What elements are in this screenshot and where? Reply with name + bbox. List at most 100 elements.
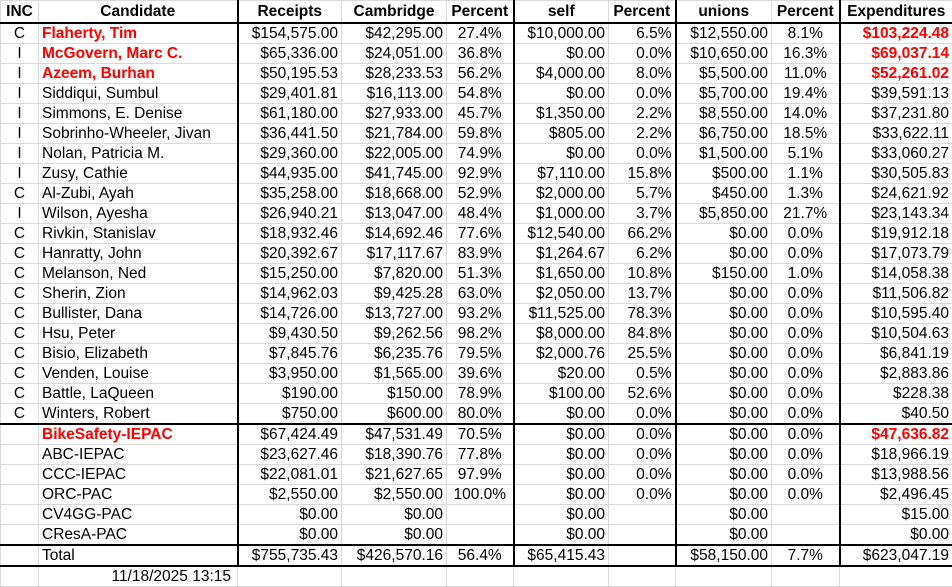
cell-receipts[interactable]: $44,935.00 bbox=[238, 164, 342, 184]
cell-pct-self[interactable]: 0.0% bbox=[609, 144, 676, 164]
cell-unions[interactable]: $500.00 bbox=[676, 164, 772, 184]
cell-pct-unions[interactable]: 1.0% bbox=[772, 264, 840, 284]
cell-self[interactable]: $1,350.00 bbox=[514, 104, 609, 124]
cell-pct-unions[interactable]: 0.0% bbox=[772, 244, 840, 264]
cell-receipts[interactable]: $61,180.00 bbox=[238, 104, 342, 124]
cell-pct-unions[interactable] bbox=[772, 525, 840, 546]
cell-cambridge[interactable]: $13,047.00 bbox=[342, 204, 447, 224]
cell-pct-cambridge[interactable]: 70.5% bbox=[447, 424, 514, 445]
cell-self[interactable]: $8,000.00 bbox=[514, 324, 609, 344]
cell-pct-self[interactable]: 0.0% bbox=[609, 84, 676, 104]
cell-pct-cambridge[interactable]: 78.9% bbox=[447, 384, 514, 404]
cell-unions[interactable]: $0.00 bbox=[676, 445, 772, 465]
cell-inc[interactable] bbox=[1, 545, 39, 566]
cell-pct-self[interactable]: 0.0% bbox=[609, 485, 676, 505]
header-receipts[interactable]: Receipts bbox=[238, 1, 342, 24]
cell-self[interactable]: $0.00 bbox=[514, 525, 609, 546]
cell-expenditures[interactable]: $10,595.40 bbox=[840, 304, 952, 324]
cell-expenditures[interactable]: $2,496.45 bbox=[840, 485, 952, 505]
cell-expenditures[interactable]: $0.00 bbox=[840, 525, 952, 546]
cell-expenditures[interactable]: $23,143.34 bbox=[840, 204, 952, 224]
empty-cell[interactable] bbox=[840, 566, 952, 587]
cell-cambridge[interactable]: $6,235.76 bbox=[342, 344, 447, 364]
cell-self[interactable]: $805.00 bbox=[514, 124, 609, 144]
cell-inc[interactable] bbox=[1, 525, 39, 546]
cell-self[interactable]: $0.00 bbox=[514, 505, 609, 525]
cell-pct-cambridge[interactable]: 93.2% bbox=[447, 304, 514, 324]
cell-receipts[interactable]: $15,250.00 bbox=[238, 264, 342, 284]
cell-pct-unions[interactable]: 0.0% bbox=[772, 384, 840, 404]
cell-inc[interactable] bbox=[1, 505, 39, 525]
cell-pct-self[interactable]: 10.8% bbox=[609, 264, 676, 284]
cell-pct-self[interactable]: 2.2% bbox=[609, 104, 676, 124]
cell-self[interactable]: $0.00 bbox=[514, 144, 609, 164]
cell-cambridge[interactable]: $14,692.46 bbox=[342, 224, 447, 244]
cell-name[interactable]: Bullister, Dana bbox=[39, 304, 238, 324]
cell-unions[interactable]: $0.00 bbox=[676, 384, 772, 404]
cell-receipts[interactable]: $29,401.81 bbox=[238, 84, 342, 104]
cell-expenditures[interactable]: $6,841.19 bbox=[840, 344, 952, 364]
cell-name[interactable]: Azeem, Burhan bbox=[39, 64, 238, 84]
cell-receipts[interactable]: $20,392.67 bbox=[238, 244, 342, 264]
cell-inc[interactable]: C bbox=[1, 23, 39, 44]
cell-pct-cambridge[interactable]: 36.8% bbox=[447, 44, 514, 64]
cell-pct-cambridge[interactable]: 77.8% bbox=[447, 445, 514, 465]
cell-expenditures[interactable]: $33,622.11 bbox=[840, 124, 952, 144]
cell-pct-cambridge[interactable]: 45.7% bbox=[447, 104, 514, 124]
cell-pct-self[interactable]: 6.2% bbox=[609, 244, 676, 264]
cell-pct-unions[interactable]: 1.3% bbox=[772, 184, 840, 204]
cell-expenditures[interactable]: $47,636.82 bbox=[840, 424, 952, 445]
cell-receipts[interactable]: $3,950.00 bbox=[238, 364, 342, 384]
header-inc[interactable]: INC bbox=[1, 1, 39, 24]
cell-unions[interactable]: $0.00 bbox=[676, 485, 772, 505]
cell-unions[interactable]: $0.00 bbox=[676, 364, 772, 384]
cell-unions[interactable]: $0.00 bbox=[676, 244, 772, 264]
cell-pct-cambridge[interactable]: 77.6% bbox=[447, 224, 514, 244]
cell-receipts[interactable]: $36,441.50 bbox=[238, 124, 342, 144]
cell-pct-cambridge[interactable]: 51.3% bbox=[447, 264, 514, 284]
cell-pct-unions[interactable]: 0.0% bbox=[772, 284, 840, 304]
cell-inc[interactable] bbox=[1, 465, 39, 485]
cell-inc[interactable]: C bbox=[1, 184, 39, 204]
cell-pct-self[interactable]: 0.0% bbox=[609, 404, 676, 425]
cell-inc[interactable]: C bbox=[1, 304, 39, 324]
cell-unions[interactable]: $0.00 bbox=[676, 224, 772, 244]
cell-pct-cambridge[interactable]: 100.0% bbox=[447, 485, 514, 505]
cell-pct-unions[interactable]: 0.0% bbox=[772, 424, 840, 445]
cell-inc[interactable]: C bbox=[1, 384, 39, 404]
cell-unions[interactable]: $0.00 bbox=[676, 404, 772, 425]
cell-self[interactable]: $0.00 bbox=[514, 424, 609, 445]
cell-self[interactable]: $4,000.00 bbox=[514, 64, 609, 84]
cell-self[interactable]: $0.00 bbox=[514, 485, 609, 505]
cell-unions[interactable]: $58,150.00 bbox=[676, 545, 772, 566]
cell-inc[interactable]: C bbox=[1, 224, 39, 244]
cell-cambridge[interactable]: $18,390.76 bbox=[342, 445, 447, 465]
cell-name[interactable]: Rivkin, Stanislav bbox=[39, 224, 238, 244]
cell-cambridge[interactable]: $13,727.00 bbox=[342, 304, 447, 324]
cell-pct-cambridge[interactable]: 52.9% bbox=[447, 184, 514, 204]
cell-receipts[interactable]: $750.00 bbox=[238, 404, 342, 425]
cell-cambridge[interactable]: $41,745.00 bbox=[342, 164, 447, 184]
cell-inc[interactable]: I bbox=[1, 124, 39, 144]
cell-name[interactable]: ABC-IEPAC bbox=[39, 445, 238, 465]
cell-pct-unions[interactable]: 0.0% bbox=[772, 404, 840, 425]
cell-cambridge[interactable]: $0.00 bbox=[342, 525, 447, 546]
cell-inc[interactable]: I bbox=[1, 104, 39, 124]
cell-unions[interactable]: $0.00 bbox=[676, 465, 772, 485]
empty-cell[interactable] bbox=[447, 566, 514, 587]
cell-pct-unions[interactable]: 5.1% bbox=[772, 144, 840, 164]
cell-cambridge[interactable]: $42,295.00 bbox=[342, 23, 447, 44]
cell-name[interactable]: Wilson, Ayesha bbox=[39, 204, 238, 224]
cell-pct-cambridge[interactable]: 27.4% bbox=[447, 23, 514, 44]
cell-receipts[interactable]: $18,932.46 bbox=[238, 224, 342, 244]
cell-cambridge[interactable]: $600.00 bbox=[342, 404, 447, 425]
cell-cambridge[interactable]: $18,668.00 bbox=[342, 184, 447, 204]
header-unions[interactable]: unions bbox=[676, 1, 772, 24]
cell-self[interactable]: $2,050.00 bbox=[514, 284, 609, 304]
cell-self[interactable]: $65,415.43 bbox=[514, 545, 609, 566]
cell-pct-self[interactable] bbox=[609, 545, 676, 566]
cell-unions[interactable]: $0.00 bbox=[676, 525, 772, 546]
cell-inc[interactable]: I bbox=[1, 84, 39, 104]
cell-cambridge[interactable]: $16,113.00 bbox=[342, 84, 447, 104]
cell-receipts[interactable]: $14,962.03 bbox=[238, 284, 342, 304]
